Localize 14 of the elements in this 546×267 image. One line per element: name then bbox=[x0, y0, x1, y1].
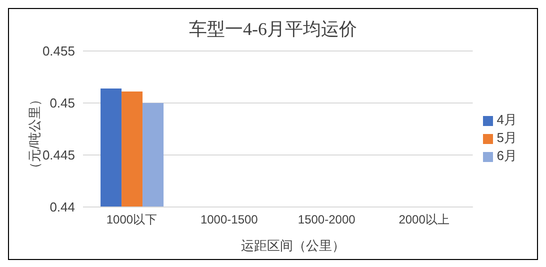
x-tick-label: 1000以下 bbox=[106, 212, 158, 227]
y-tick-label: 0.45 bbox=[50, 96, 75, 111]
y-tick-label: 0.445 bbox=[42, 148, 75, 163]
legend-label: 5月 bbox=[496, 130, 517, 145]
x-tick-label: 1000-1500 bbox=[200, 212, 258, 227]
legend-label: 4月 bbox=[496, 112, 517, 127]
x-tick-label: 1500-2000 bbox=[298, 212, 356, 227]
y-tick-label: 0.44 bbox=[50, 200, 75, 215]
legend-label: 6月 bbox=[496, 148, 517, 163]
chart-title: 车型一4-6月平均运价 bbox=[188, 18, 358, 41]
x-tick-label: 2000以上 bbox=[398, 212, 450, 227]
y-tick-label: 0.455 bbox=[42, 44, 75, 59]
y-axis-title: （元/吨公里） bbox=[26, 93, 43, 175]
x-axis-title: 运距区间（公里） bbox=[240, 237, 346, 255]
